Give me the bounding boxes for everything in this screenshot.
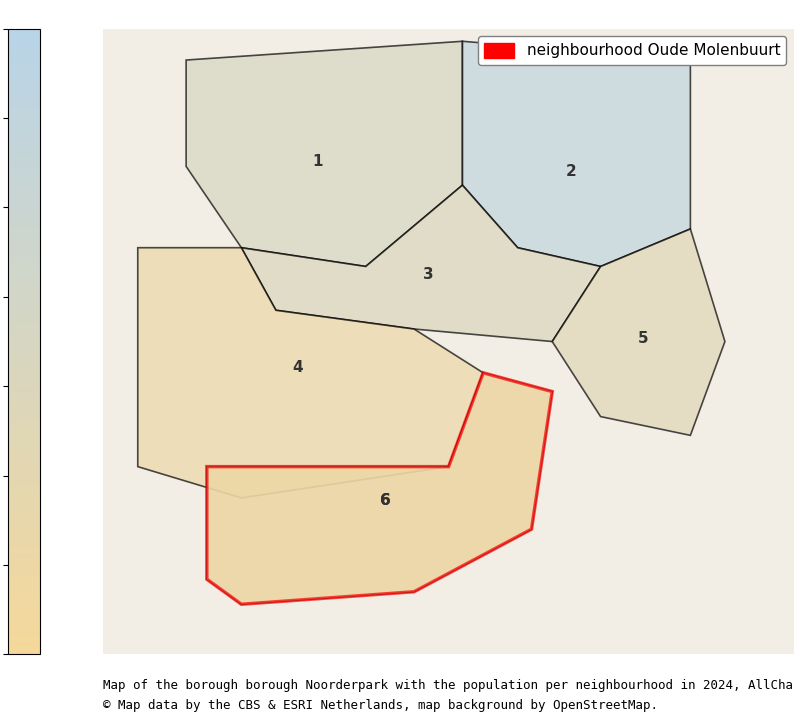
Text: 5: 5 (638, 331, 649, 346)
Text: 6: 6 (380, 493, 391, 508)
Text: 1: 1 (312, 154, 322, 169)
Polygon shape (206, 373, 552, 604)
Polygon shape (241, 186, 600, 342)
Polygon shape (186, 41, 462, 267)
Polygon shape (206, 373, 552, 604)
Text: 2: 2 (565, 164, 576, 179)
Polygon shape (138, 248, 483, 498)
Text: Map of the borough borough Noorderpark with the population per neighbourhood in : Map of the borough borough Noorderpark w… (103, 679, 794, 692)
Text: © Map data by the CBS & ESRI Netherlands, map background by OpenStreetMap.: © Map data by the CBS & ESRI Netherlands… (103, 699, 658, 712)
Text: 3: 3 (423, 267, 434, 282)
Polygon shape (552, 229, 725, 436)
Legend: neighbourhood Oude Molenbuurt: neighbourhood Oude Molenbuurt (478, 37, 786, 65)
Text: 4: 4 (292, 360, 303, 375)
Polygon shape (462, 41, 691, 267)
Text: 6: 6 (380, 493, 391, 508)
